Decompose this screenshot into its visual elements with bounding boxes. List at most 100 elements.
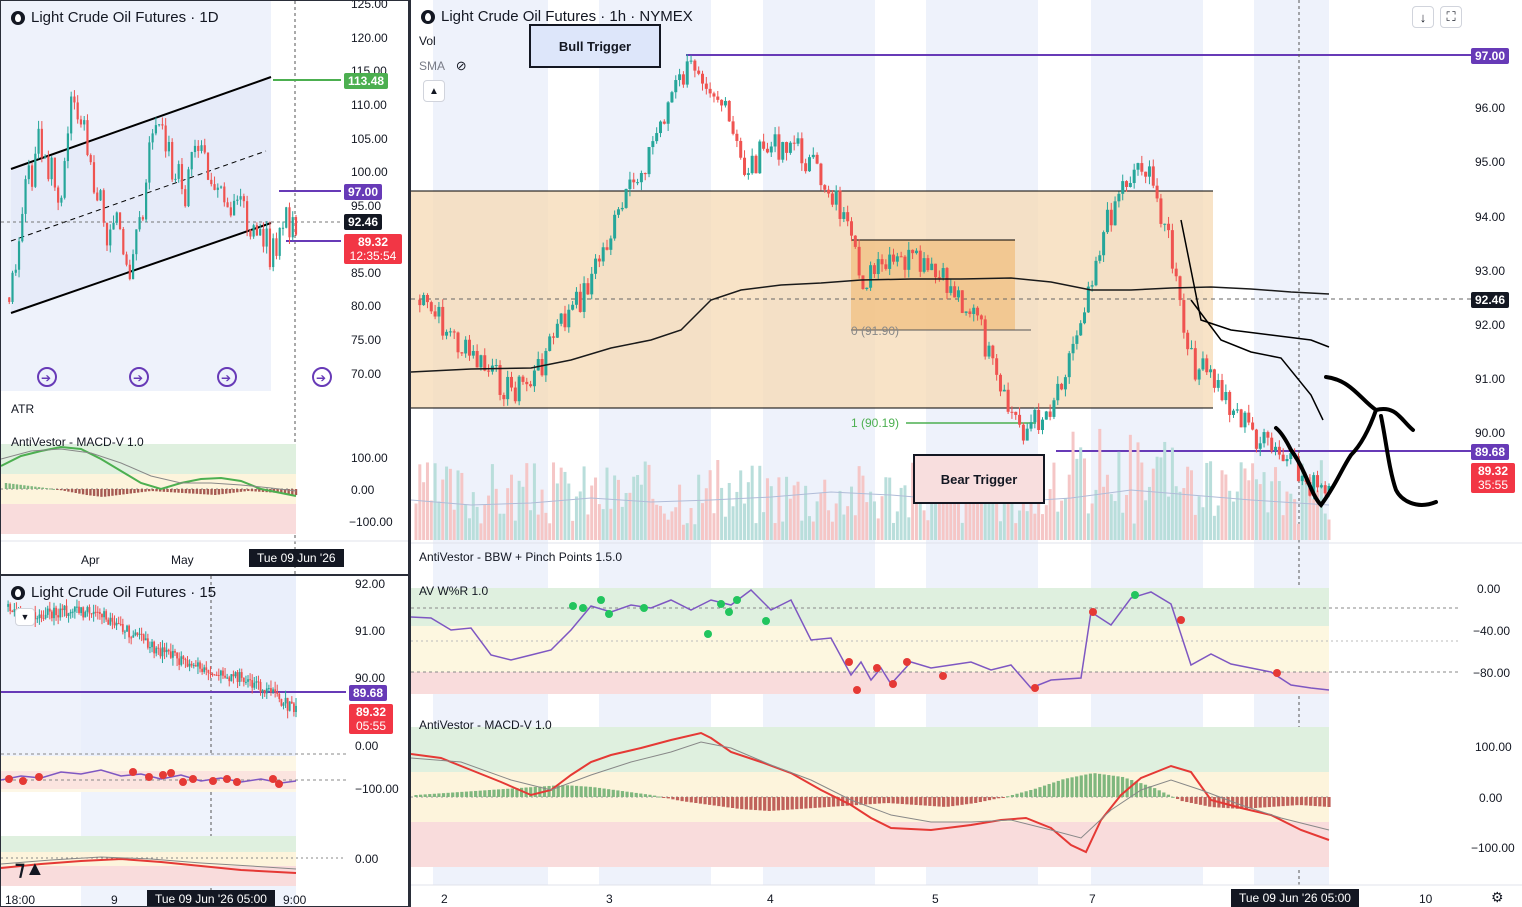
candle: [1044, 411, 1048, 420]
volume-bar: [1174, 486, 1178, 540]
candle: [433, 311, 437, 317]
macd-indicator-label[interactable]: AntiVestor - MACD-V 1.0: [11, 435, 144, 449]
macd-hist-bar: [914, 797, 918, 805]
candle: [1220, 380, 1224, 401]
candle: [460, 352, 464, 354]
candle: [278, 693, 281, 699]
wr-dot-bull: [579, 604, 587, 612]
m15-chart-canvas[interactable]: [1, 576, 409, 907]
fib-level-0: 0 (91.90): [851, 324, 900, 338]
macd-hist-bar: [192, 489, 195, 494]
volume-bar: [796, 481, 800, 540]
volume-bar: [1090, 503, 1094, 540]
macd-hist-bar: [1157, 790, 1161, 797]
candle: [272, 238, 275, 268]
candle: [1033, 409, 1037, 423]
level-price-tag: 97.00: [1471, 48, 1510, 64]
wr-indicator-label[interactable]: AV W%R 1.0: [419, 584, 489, 598]
wr-dot-bear: [939, 672, 947, 680]
candle: [50, 611, 53, 619]
candle: [290, 701, 293, 704]
daily-event-markers[interactable]: ➔ ➔ ➔ ➔: [37, 367, 332, 387]
macd-hist-bar: [243, 489, 246, 492]
volume-bar: [1109, 494, 1113, 540]
candle: [7, 604, 9, 607]
candle: [102, 190, 105, 223]
volume-bar: [1002, 477, 1006, 540]
volume-bar: [804, 485, 808, 540]
fullscreen-icon[interactable]: ⛶: [1440, 6, 1462, 28]
macd-indicator-label[interactable]: AntiVestor - MACD-V 1.0: [419, 718, 552, 732]
candle: [113, 621, 116, 626]
candle: [161, 124, 164, 126]
candle: [263, 689, 266, 694]
level-price-tag: 97.00: [344, 184, 383, 200]
level-price-tag: 89.68: [349, 685, 388, 701]
volume-bar: [892, 522, 896, 540]
candle: [590, 273, 594, 295]
candle: [190, 151, 193, 170]
symbol-logo-icon: [11, 10, 25, 25]
volume-bar: [949, 492, 953, 540]
macd-hist-bar: [12, 483, 15, 489]
macd-hist-bar: [1130, 780, 1134, 797]
candle: [1201, 358, 1205, 370]
wr-dot-bear: [873, 664, 881, 672]
macd-hist-bar: [1042, 785, 1047, 797]
sma-label[interactable]: SMA ⊘: [419, 58, 467, 73]
candle: [245, 681, 247, 683]
candle: [167, 142, 171, 152]
candle: [498, 365, 502, 395]
volume-bar: [490, 464, 494, 540]
atr-indicator-label[interactable]: ATR: [11, 402, 35, 416]
candle: [217, 674, 220, 676]
candle: [506, 376, 510, 400]
candle: [704, 83, 708, 89]
macd-hist-bar: [460, 791, 464, 797]
chevron-down-icon[interactable]: ▼: [15, 608, 35, 626]
macd-hist-bar: [882, 797, 886, 804]
candle: [34, 612, 37, 620]
volume-bar: [937, 484, 941, 540]
download-icon[interactable]: ↓: [1412, 6, 1434, 28]
y-tick: 85.00: [351, 266, 382, 280]
candle: [620, 207, 624, 210]
candle: [510, 376, 514, 388]
volume-bar: [1235, 491, 1239, 540]
bb-line-upper: [1180, 219, 1330, 348]
volume-bar: [1086, 513, 1090, 540]
main-chart-panel[interactable]: Light Crude Oil Futures · 1h · NYMEX Vol…: [409, 0, 1522, 907]
candle: [238, 672, 241, 682]
candle: [1018, 414, 1022, 425]
daily-chart-panel[interactable]: ➔ ➔ ➔ ➔ Light Crude Oil Futures · 1D 125…: [0, 0, 409, 575]
macd-hist-bar: [639, 793, 643, 797]
volume-bar: [1075, 458, 1079, 540]
candle: [1323, 485, 1327, 494]
volume-label[interactable]: Vol: [419, 34, 436, 48]
wr-tick: −100.00: [355, 782, 399, 796]
tradingview-logo-icon[interactable]: ⁊▲: [15, 858, 45, 880]
candle: [219, 670, 222, 676]
wr-dot-bear: [1177, 616, 1185, 624]
macd-hist-bar: [919, 797, 923, 806]
m15-chart-title: Light Crude Oil Futures · 15: [11, 584, 216, 601]
candle: [471, 351, 475, 356]
macd-hist-bar: [1098, 773, 1102, 797]
m15-chart-panel[interactable]: Light Crude Oil Futures · 15 ▼ 92.00 91.…: [0, 575, 409, 907]
candle: [99, 190, 102, 201]
main-chart-canvas[interactable]: [411, 0, 1522, 907]
chevron-up-icon[interactable]: ▲: [423, 80, 445, 102]
macd-hist-bar: [625, 791, 629, 797]
candle: [735, 133, 739, 141]
candle: [1170, 230, 1174, 269]
candle: [201, 668, 204, 672]
bbw-indicator-label[interactable]: AntiVestor - BBW + Pinch Points 1.5.0: [419, 550, 623, 564]
candle: [781, 142, 785, 160]
eye-off-icon[interactable]: ⊘: [455, 58, 467, 73]
daily-chart-canvas[interactable]: ➔ ➔ ➔ ➔: [1, 1, 409, 575]
macd-hist-bar: [772, 797, 776, 811]
macd-hist-bar: [735, 797, 739, 809]
settings-icon[interactable]: ⚙: [1491, 889, 1504, 905]
candle: [57, 187, 60, 203]
volume-bar: [743, 503, 747, 540]
